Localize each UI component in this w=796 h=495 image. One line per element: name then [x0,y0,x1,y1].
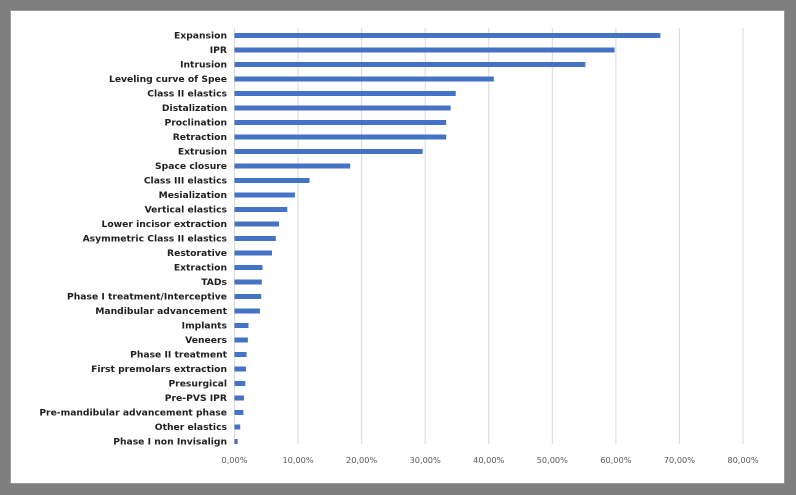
bar [234,381,246,386]
bar [234,76,494,82]
bar [234,163,351,169]
category-label: Restorative [167,248,227,259]
bar [234,91,456,96]
bar [234,120,447,125]
category-labels: Expansion IPR Intrusion Leveling curve of S… [39,31,227,448]
bar [234,134,447,140]
bar [234,62,586,67]
bar [234,192,295,198]
category-label: Mandibular advancement [95,306,227,317]
category-label: Intrusion [180,60,227,71]
category-label: Phase I non Invisalign [113,437,227,448]
bar [234,308,260,314]
bar [234,221,279,227]
x-tick-label: 70,00% [664,455,695,465]
category-label: First premolars extraction [91,364,227,375]
category-label: Extraction [174,263,227,274]
category-label: Space closure [155,161,227,172]
bar [234,337,248,343]
bar [234,323,249,328]
x-tick-labels: 0,00% 10,00% 20,00% 30,00% 40,00% 50,00% 60,00… [221,455,758,465]
x-tick-label: 50,00% [537,455,568,465]
bar [234,439,238,444]
gridlines [234,28,744,444]
category-label: TADs [201,277,227,288]
bar [234,395,245,401]
bar [234,265,263,270]
category-label: Extrusion [178,147,227,158]
category-label: Proclination [165,118,227,129]
bar [234,279,262,285]
chart-panel: Expansion IPR Intrusion Leveling curve of S… [10,10,785,484]
category-label: Pre-PVS IPR [165,393,227,404]
category-label: Retraction [173,132,227,143]
x-tick-label: 40,00% [473,455,504,465]
category-label: Distalization [162,103,227,114]
category-label: Vertical elastics [145,205,228,216]
bar [234,352,247,357]
bar [234,410,244,415]
bar [234,250,273,256]
category-label: Pre-mandibular advancement phase [39,408,227,419]
category-label: Class II elastics [147,89,227,100]
bar [234,236,276,241]
category-label: Phase I treatment/Interceptive [67,292,227,303]
x-tick-label: 60,00% [600,455,631,465]
category-label: Expansion [174,31,227,42]
bar [234,47,615,53]
category-label: Phase II treatment [130,350,227,361]
bars [234,33,661,444]
category-label: Asymmetric Class II elastics [83,234,228,245]
bar [234,424,241,430]
bar [234,178,310,183]
x-tick-label: 30,00% [410,455,441,465]
bar [234,105,451,111]
category-label: Presurgical [168,379,227,390]
category-label: Veneers [185,335,227,346]
x-tick-label: 20,00% [346,455,377,465]
horizontal-bar-chart: Expansion IPR Intrusion Leveling curve of S… [39,28,759,465]
bar [234,294,262,299]
bar [234,149,423,154]
x-tick-label: 0,00% [221,455,247,465]
category-label: Implants [182,321,228,332]
bar [234,366,246,372]
category-label: Mesialization [159,190,227,201]
bar [234,207,288,212]
x-tick-label: 10,00% [282,455,313,465]
bar [234,33,661,38]
category-label: Lower incisor extraction [101,219,227,230]
category-label: Class III elastics [144,176,228,187]
category-label: Leveling curve of Spee [109,74,227,85]
category-label: Other elastics [155,422,228,433]
x-tick-label: 80,00% [727,455,758,465]
category-label: IPR [210,45,227,56]
